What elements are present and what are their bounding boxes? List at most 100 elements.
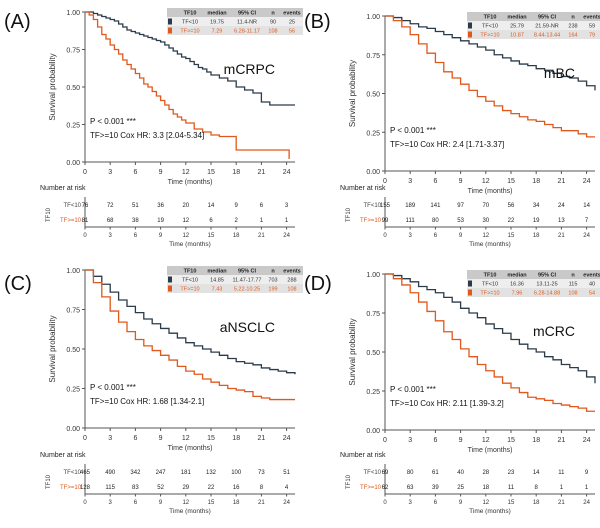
risk-count: 25 bbox=[457, 485, 464, 491]
risk-count: 6 bbox=[260, 203, 264, 209]
table-header-cell: median bbox=[207, 269, 227, 275]
x-tick-label: 24 bbox=[583, 178, 591, 185]
y-tick-label: 0.50 bbox=[366, 350, 380, 357]
risk-strata-label: TF10 bbox=[346, 207, 352, 222]
x-tick-label: 12 bbox=[482, 437, 490, 444]
table-header-cell: median bbox=[507, 273, 527, 279]
risk-x-tick-label: 0 bbox=[383, 500, 387, 506]
panel-label: (A) bbox=[4, 11, 31, 33]
risk-count: 40 bbox=[457, 470, 464, 476]
x-tick-label: 15 bbox=[207, 435, 215, 442]
table-cell: TF<10 bbox=[482, 24, 498, 30]
risk-count: 56 bbox=[508, 203, 515, 209]
p-value-text: P < 0.001 *** bbox=[390, 385, 436, 394]
risk-count: 111 bbox=[406, 218, 416, 224]
series-line-tf-low bbox=[85, 11, 295, 106]
risk-x-tick-label: 0 bbox=[83, 500, 87, 506]
x-tick-label: 21 bbox=[258, 435, 266, 442]
risk-count: 19 bbox=[157, 218, 164, 224]
risk-x-tick-label: 24 bbox=[583, 233, 590, 239]
risk-x-tick-label: 21 bbox=[558, 233, 565, 239]
risk-count: 1 bbox=[260, 218, 264, 224]
risk-count: 73 bbox=[258, 470, 265, 476]
risk-count: 115 bbox=[105, 485, 115, 491]
risk-x-tick-label: 9 bbox=[159, 233, 163, 239]
p-value-text: P < 0.001 *** bbox=[90, 117, 136, 126]
risk-table-title: Number at risk bbox=[340, 452, 386, 459]
risk-count: 3 bbox=[285, 203, 289, 209]
risk-count: 181 bbox=[181, 470, 192, 476]
risk-count: 97 bbox=[457, 203, 464, 209]
risk-count: 68 bbox=[107, 218, 114, 224]
risk-count: 100 bbox=[231, 470, 242, 476]
risk-count: 29 bbox=[182, 485, 189, 491]
x-tick-label: 0 bbox=[83, 169, 87, 176]
x-tick-label: 6 bbox=[433, 178, 437, 185]
table-cell: 7.43 bbox=[212, 287, 223, 293]
table-cell: TF<10 bbox=[482, 282, 498, 288]
risk-count: 14 bbox=[208, 203, 215, 209]
table-row-bg bbox=[167, 275, 303, 284]
y-tick-label: 0.25 bbox=[366, 389, 380, 396]
series-line-tf-high bbox=[385, 273, 595, 412]
panel-label: (D) bbox=[304, 273, 332, 295]
risk-count: 247 bbox=[156, 470, 167, 476]
risk-count: 16 bbox=[233, 485, 240, 491]
risk-count: 38 bbox=[132, 218, 139, 224]
risk-count: 7 bbox=[585, 218, 589, 224]
panel-mcrc: (D)0.000.250.500.751.000 3 6 9 12 15 18 21 24Tim… bbox=[304, 270, 600, 515]
risk-x-tick-label: 15 bbox=[508, 233, 515, 239]
x-tick-label: 15 bbox=[207, 169, 215, 176]
panel-label: (C) bbox=[4, 273, 32, 295]
table-cell: 115 bbox=[569, 282, 578, 288]
x-tick-label: 6 bbox=[133, 169, 137, 176]
p-value-text: P < 0.001 *** bbox=[390, 126, 436, 135]
table-cell: 7.29 bbox=[212, 29, 223, 35]
y-tick-label: 0.00 bbox=[366, 169, 380, 176]
table-header-cell: events bbox=[283, 269, 300, 275]
x-tick-label: 24 bbox=[283, 435, 291, 442]
risk-x-tick-label: 6 bbox=[134, 500, 138, 506]
risk-count: 24 bbox=[558, 203, 565, 209]
y-tick-label: 0.25 bbox=[66, 387, 80, 394]
table-cell: 108 bbox=[287, 287, 296, 293]
table-header-cell: n bbox=[571, 273, 575, 279]
risk-x-tick-label: 12 bbox=[482, 233, 489, 239]
risk-count: 18 bbox=[482, 485, 489, 491]
table-row-bg bbox=[467, 30, 600, 39]
y-tick-label: 0.75 bbox=[66, 308, 80, 315]
x-tick-label: 15 bbox=[507, 437, 515, 444]
table-cell: 40 bbox=[589, 282, 595, 288]
cox-hr-text: TF>=10 Cox HR: 2.4 [1.71-3.37] bbox=[390, 140, 504, 149]
x-tick-label: 18 bbox=[232, 435, 240, 442]
x-tick-label: 3 bbox=[408, 178, 412, 185]
cancer-label: mCRPC bbox=[224, 61, 275, 77]
risk-x-tick-label: 0 bbox=[83, 233, 87, 239]
table-cell: 6.28-11.17 bbox=[234, 29, 260, 35]
risk-count: 132 bbox=[206, 470, 217, 476]
table-header-cell: events bbox=[283, 11, 300, 17]
table-cell: TF>=10 bbox=[480, 33, 499, 39]
x-tick-label: 9 bbox=[459, 437, 463, 444]
risk-count: 52 bbox=[157, 485, 164, 491]
risk-x-tick-label: 18 bbox=[533, 233, 540, 239]
risk-count: 80 bbox=[407, 470, 414, 476]
table-header-cell: median bbox=[207, 11, 227, 17]
risk-row-name: TF>=10 bbox=[60, 218, 82, 224]
panel-mcrpc: (A)0.000.250.500.751.000 3 6 9 12 15 18 21 24Tim… bbox=[4, 8, 303, 248]
risk-x-axis-title: Time (months) bbox=[469, 508, 511, 515]
risk-x-tick-label: 9 bbox=[159, 500, 163, 506]
y-tick-label: 1.00 bbox=[366, 14, 380, 21]
cox-hr-text: TF>=10 Cox HR: 1.68 [1.34-2.1] bbox=[90, 397, 204, 406]
table-cell: TF>=10 bbox=[180, 29, 199, 35]
x-tick-label: 12 bbox=[182, 435, 190, 442]
table-cell: 7.96 bbox=[512, 291, 523, 297]
risk-x-tick-label: 6 bbox=[134, 233, 138, 239]
x-tick-label: 24 bbox=[283, 169, 291, 176]
table-header-cell: median bbox=[507, 15, 527, 21]
x-tick-label: 9 bbox=[459, 178, 463, 185]
y-tick-label: 0.25 bbox=[66, 123, 80, 130]
risk-strata-label: TF10 bbox=[346, 474, 352, 489]
table-cell: 5.22-10.25 bbox=[234, 287, 260, 293]
y-tick-label: 0.25 bbox=[366, 130, 380, 137]
